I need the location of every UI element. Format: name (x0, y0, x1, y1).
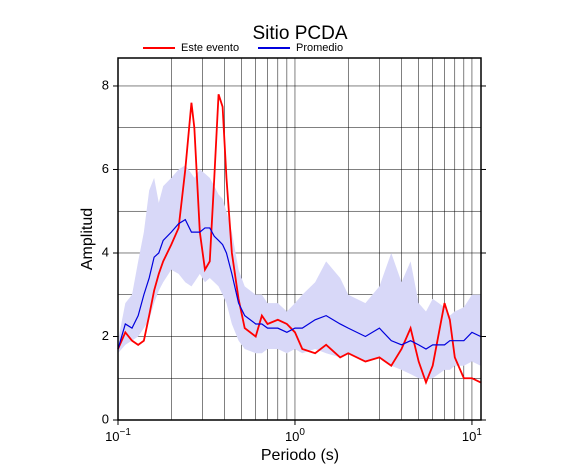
x-tick-label: 100 (285, 427, 305, 445)
y-axis-label: Amplitud (79, 208, 96, 270)
tick-exponent: −1 (120, 427, 132, 438)
std-band (118, 165, 481, 379)
legend-label: Este evento (181, 42, 239, 54)
legend-label: Promedio (296, 42, 343, 54)
tick-base: 10 (462, 429, 476, 444)
series-line (117, 94, 482, 385)
x-axis-label: Periodo (s) (261, 447, 339, 464)
y-tick-label: 0 (102, 411, 109, 426)
chart-title: Sitio PCDA (252, 23, 347, 44)
plot-frame (117, 57, 482, 421)
y-tick-label: 8 (102, 77, 109, 92)
tick-exponent: 0 (299, 427, 305, 438)
y-tick-label: 4 (102, 244, 109, 259)
y-tick-label: 2 (102, 328, 109, 343)
tick-exponent: 1 (476, 427, 482, 438)
x-tick-label: 10−1 (105, 427, 131, 445)
y-tick-label: 6 (102, 161, 109, 176)
tick-base: 10 (285, 429, 299, 444)
tick-base: 10 (105, 429, 119, 444)
series-line (117, 218, 481, 350)
x-tick-label: 101 (462, 427, 482, 445)
